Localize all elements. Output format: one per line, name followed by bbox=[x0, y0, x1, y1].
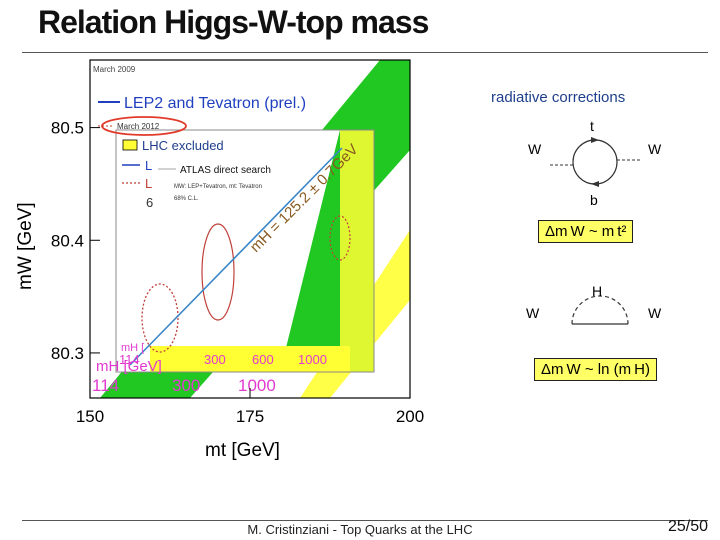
contour-2009 bbox=[141, 283, 179, 353]
slide-title: Relation Higgs-W-top mass bbox=[38, 4, 429, 40]
radiative-corrections-title: radiative corrections bbox=[491, 89, 626, 106]
outer-band-label: 114 bbox=[92, 376, 119, 395]
legend-lep2-label: LEP2 and Tevatron (prel.) bbox=[124, 95, 306, 112]
inset-yellow-band bbox=[300, 130, 374, 372]
legend-note: MW: LEP+Tevatron, mt: Tevatron bbox=[174, 184, 262, 190]
outer-band-label: 300 bbox=[172, 376, 200, 395]
inset-band-label: 300 bbox=[204, 352, 226, 367]
atlas-direct-search-label: ATLAS direct search bbox=[180, 165, 271, 176]
higgs-loop-h-label: H bbox=[592, 283, 603, 299]
higgs-loop-w-right-label: W bbox=[648, 305, 662, 321]
top-loop-t-label: t bbox=[590, 118, 594, 134]
x-tick-label: 200 bbox=[396, 407, 424, 426]
x-axis-label: mt [GeV] bbox=[205, 440, 280, 461]
inset-band-label: 114 bbox=[119, 352, 140, 367]
chart-title: March 2009 bbox=[93, 65, 136, 74]
outer-band-label: 1000 bbox=[238, 376, 276, 395]
higgs-loop-w-left-label: W bbox=[526, 305, 540, 321]
top-mass-formula: Δm W ~ m t² bbox=[538, 220, 634, 243]
inset-frame bbox=[115, 129, 375, 373]
inset-title: March 2012 bbox=[117, 122, 160, 131]
top-loop-w-left-label: W bbox=[528, 141, 542, 157]
x-tick-label: 175 bbox=[236, 407, 264, 426]
page-number: 25/50 bbox=[667, 518, 708, 535]
legend-l2-label: L bbox=[145, 176, 152, 191]
higgs-mass-formula: Δm W ~ ln (m H) bbox=[534, 358, 657, 381]
legend-cl: 68% C.L. bbox=[174, 196, 199, 202]
title-rule bbox=[22, 52, 708, 53]
y-tick-label: 80.4 bbox=[51, 231, 84, 250]
footer-rule bbox=[22, 520, 708, 521]
legend-cl-value: 6 bbox=[146, 195, 153, 210]
legend-excluded-swatch bbox=[122, 139, 138, 151]
outer-mh-label: mH [GeV] bbox=[96, 358, 162, 375]
inset-band-label: 1000 bbox=[298, 352, 327, 367]
legend-excluded-label: LHC excluded bbox=[142, 138, 224, 153]
legend-l1-label: L bbox=[145, 158, 152, 173]
contour-inset bbox=[329, 215, 351, 261]
y-axis-label: mW [GeV] bbox=[15, 202, 36, 290]
footer-text: M. Cristinziani - Top Quarks at the LHC bbox=[247, 522, 473, 537]
x-tick-label: 150 bbox=[76, 407, 104, 426]
top-loop-b-label: b bbox=[590, 192, 598, 208]
contour-2012 bbox=[201, 223, 235, 321]
inset-title-highlight bbox=[101, 116, 187, 136]
inset-bottom-yellow bbox=[150, 346, 350, 372]
inset-band-label: 600 bbox=[252, 352, 274, 367]
inset-mh-label: mH [ bbox=[121, 342, 144, 354]
atlas-mh-line bbox=[129, 147, 343, 366]
y-tick-label: 80.3 bbox=[51, 344, 84, 363]
y-tick-label: 80.5 bbox=[51, 119, 84, 138]
top-loop-w-right-label: W bbox=[648, 141, 662, 157]
